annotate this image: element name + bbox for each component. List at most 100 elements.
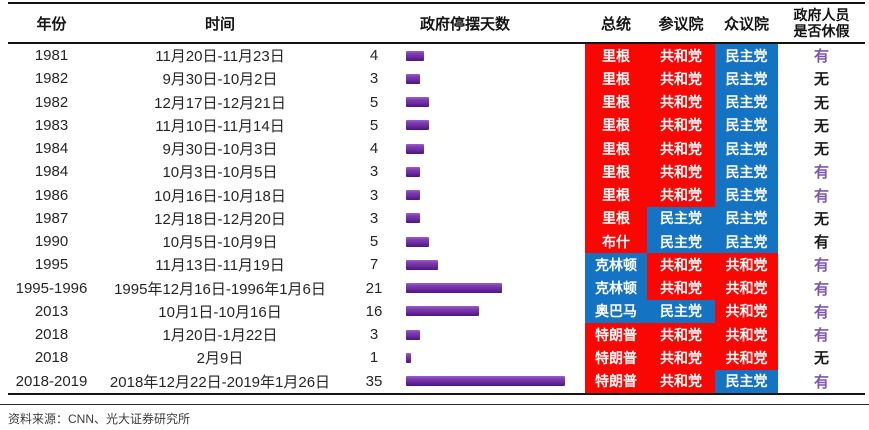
shutdown-days-bar: [406, 376, 566, 387]
time-cell: 2月9日: [196, 350, 244, 368]
president-cell: 里根: [585, 113, 647, 137]
bar-cell: [403, 137, 585, 160]
days-value: 5: [369, 116, 379, 134]
house-cell: 共和党: [715, 346, 778, 370]
bar-cell: [403, 160, 585, 183]
bar-cell: [403, 277, 585, 300]
house-cell: 民主党: [715, 44, 778, 68]
table-header: 年份 时间 政府停摆天数 总统 参议院 众议院 政府人员 是否休假: [8, 2, 865, 44]
senate-cell: 民主党: [647, 206, 715, 230]
house-cell: 民主党: [715, 67, 778, 91]
time-cell: 11月10日-11月14日: [155, 117, 285, 135]
time-cell: 12月18日-12月20日: [154, 210, 286, 228]
time-cell: 9月30日-10月2日: [162, 71, 278, 89]
table-body: 1981 11月20日-11月23日 4 里根 共和党 民主党 有 1982 9…: [8, 44, 865, 395]
year-cell: 1983: [34, 116, 69, 134]
shutdown-days-bar: [406, 50, 425, 61]
president-cell: 里根: [585, 44, 647, 68]
days-value: 3: [369, 163, 379, 181]
house-cell: 共和党: [715, 253, 778, 277]
furlough-cell: 有: [778, 299, 865, 323]
year-cell: 1984: [34, 140, 69, 158]
senate-cell: 民主党: [647, 230, 715, 254]
senate-cell: 共和党: [647, 67, 715, 91]
president-cell: 特朗普: [585, 369, 647, 393]
days-value: 5: [369, 233, 379, 251]
year-cell: 1982: [34, 70, 69, 88]
president-cell: 克林顿: [585, 276, 647, 300]
senate-cell: 共和党: [647, 160, 715, 184]
furlough-cell: 有: [778, 230, 865, 254]
president-cell: 布什: [585, 230, 647, 254]
year-cell: 2018: [34, 326, 69, 344]
shutdown-days-bar: [406, 352, 411, 363]
days-value: 3: [369, 326, 379, 344]
senate-cell: 共和党: [647, 44, 715, 68]
house-cell: 民主党: [715, 113, 778, 137]
time-cell: 1月20日-1月22日: [162, 327, 278, 345]
house-cell: 民主党: [715, 230, 778, 254]
header-year: 年份: [36, 15, 67, 33]
president-cell: 奥巴马: [585, 299, 647, 323]
house-cell: 共和党: [715, 323, 778, 347]
bar-cell: [403, 114, 585, 137]
bar-cell: [403, 230, 585, 253]
days-value: 35: [365, 372, 383, 390]
furlough-cell: 有: [778, 183, 865, 207]
president-cell: 里根: [585, 137, 647, 161]
shutdown-days-bar: [406, 120, 429, 131]
president-cell: 里根: [585, 67, 647, 91]
senate-cell: 共和党: [647, 346, 715, 370]
header-senate: 参议院: [658, 15, 704, 33]
year-cell: 1986: [34, 186, 69, 204]
senate-cell: 共和党: [647, 137, 715, 161]
house-cell: 民主党: [715, 206, 778, 230]
furlough-cell: 有: [778, 323, 865, 347]
furlough-cell: 无: [778, 113, 865, 137]
president-cell: 里根: [585, 183, 647, 207]
bar-cell: [403, 91, 585, 114]
year-cell: 1995: [34, 256, 69, 274]
days-value: 3: [369, 70, 379, 88]
furlough-cell: 无: [778, 90, 865, 114]
time-cell: 12月17日-12月21日: [154, 94, 286, 112]
year-cell: 1982: [34, 93, 69, 111]
year-cell: 1987: [34, 209, 69, 227]
bar-cell: [403, 323, 585, 346]
header-time: 时间: [204, 15, 235, 33]
shutdown-days-bar: [406, 306, 479, 317]
shutdown-days-bar: [406, 329, 420, 340]
president-cell: 里根: [585, 90, 647, 114]
days-value: 16: [365, 302, 383, 320]
shutdown-days-bar: [406, 97, 429, 108]
time-cell: 10月1日-10月16日: [158, 303, 282, 321]
furlough-cell: 无: [778, 206, 865, 230]
senate-cell: 共和党: [647, 369, 715, 393]
time-cell: 11月20日-11月23日: [155, 48, 285, 66]
senate-cell: 共和党: [647, 323, 715, 347]
furlough-cell: 有: [778, 44, 865, 68]
time-cell: 1995年12月16日-1996年1月6日: [114, 280, 326, 298]
shutdown-days-bar: [406, 73, 420, 84]
days-value: 4: [369, 47, 379, 65]
days-value: 5: [369, 93, 379, 111]
shutdown-days-bar: [406, 283, 502, 294]
year-cell: 1995-1996: [15, 279, 88, 297]
house-cell: 共和党: [715, 299, 778, 323]
days-value: 3: [369, 186, 379, 204]
president-cell: 克林顿: [585, 253, 647, 277]
furlough-cell: 无: [778, 137, 865, 161]
shutdown-days-bar: [406, 236, 429, 247]
source-note: 资料来源：CNN、光大证券研究所: [8, 412, 190, 426]
bar-cell: [403, 184, 585, 207]
time-cell: 9月30日-10月3日: [162, 141, 278, 159]
year-cell: 2013: [34, 302, 69, 320]
shutdown-table: 年份 时间 政府停摆天数 总统 参议院 众议院 政府人员 是否休假 1981 1…: [8, 2, 865, 395]
furlough-cell: 无: [778, 346, 865, 370]
days-value: 4: [369, 140, 379, 158]
header-shutdown-days: 政府停摆天数: [419, 15, 510, 33]
house-cell: 共和党: [715, 276, 778, 300]
house-cell: 民主党: [715, 137, 778, 161]
shutdown-days-bar: [406, 213, 420, 224]
